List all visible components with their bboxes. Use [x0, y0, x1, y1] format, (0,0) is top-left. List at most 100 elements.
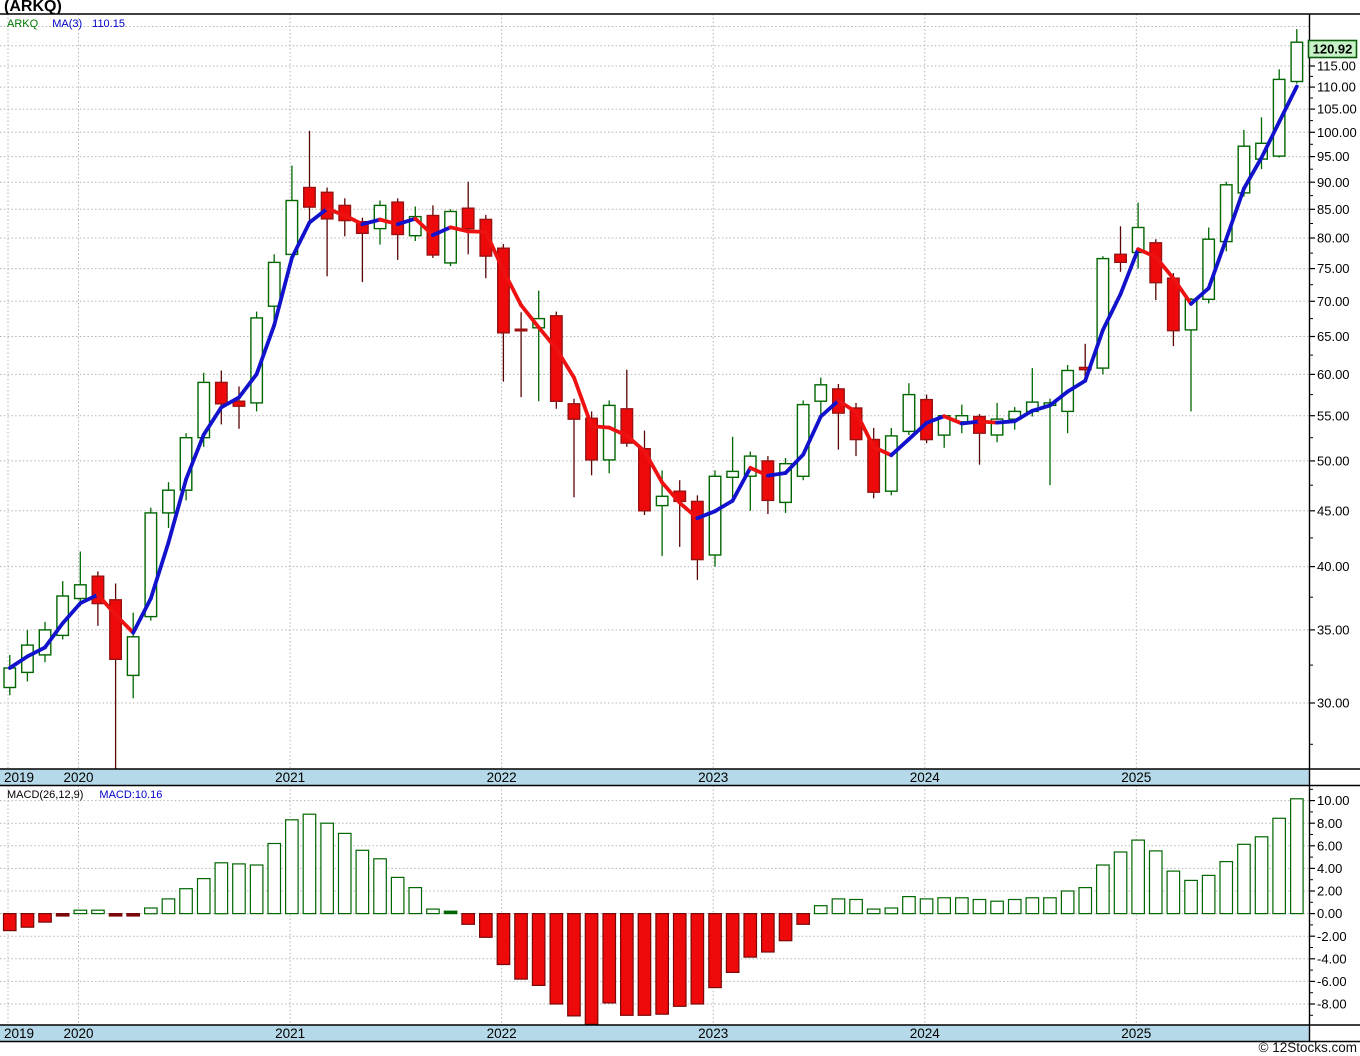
- macd-bar: [690, 912, 705, 1005]
- macd-bar: [337, 832, 352, 915]
- candle: [461, 181, 475, 255]
- macd-bar: [655, 912, 670, 1015]
- macd-bar: [937, 897, 952, 915]
- year-label: 2021: [275, 1026, 305, 1041]
- macd-axis-label: 8.00: [1317, 816, 1342, 831]
- legend-symbol: ARKQ: [7, 18, 39, 30]
- macd-bar: [461, 912, 475, 925]
- macd-bar: [20, 912, 35, 928]
- candle: [708, 470, 722, 567]
- price-axis-label: 30.00: [1317, 696, 1350, 711]
- candle: [91, 571, 105, 626]
- macd-bar: [179, 888, 193, 915]
- year-label: 2024: [910, 770, 941, 785]
- price-axis-label: 90.00: [1317, 175, 1350, 190]
- macd-bar: [760, 912, 775, 953]
- year-label: 2022: [487, 770, 517, 785]
- macd-bar: [602, 912, 617, 1004]
- macd-bar: [320, 822, 334, 915]
- legend-ma-value: 110.15: [92, 18, 125, 30]
- price-axis-label: 50.00: [1317, 454, 1350, 469]
- macd-bar: [1043, 897, 1057, 915]
- macd-bar: [443, 910, 458, 915]
- candle: [320, 187, 334, 277]
- macd-bar: [1219, 860, 1234, 915]
- macd-histogram: [2, 798, 1304, 1025]
- candle: [514, 312, 528, 398]
- macd-bar: [267, 842, 282, 915]
- price-axis-label: 45.00: [1317, 503, 1350, 518]
- macd-bar: [373, 858, 387, 915]
- macd-bar: [496, 912, 511, 966]
- macd-bar: [531, 912, 546, 986]
- macd-bar: [637, 912, 652, 1016]
- macd-bar: [302, 813, 317, 915]
- macd-bar: [1131, 839, 1146, 915]
- macd-bar: [2, 912, 17, 932]
- page-title: (ARKQ): [4, 0, 62, 15]
- svg-text:120.92: 120.92: [1313, 42, 1353, 57]
- price-gridlines: [0, 26, 1309, 704]
- year-label: 2019: [4, 1026, 34, 1041]
- last-price-tag: 120.92: [1307, 39, 1358, 59]
- macd-bar: [567, 912, 581, 1017]
- macd-bar: [1078, 886, 1093, 915]
- candle: [779, 458, 792, 513]
- candle: [867, 427, 881, 499]
- candle: [373, 200, 387, 245]
- macd-bar: [849, 898, 863, 915]
- candle: [549, 311, 563, 409]
- year-gridlines: [7, 14, 1137, 1025]
- macd-axis-label: 2.00: [1317, 884, 1342, 899]
- year-label: 2020: [63, 1026, 93, 1041]
- macd-bar: [390, 876, 405, 915]
- price-axis-label: 70.00: [1317, 294, 1350, 309]
- macd-bar: [972, 898, 987, 915]
- candle: [303, 130, 316, 221]
- candle: [267, 254, 281, 323]
- macd-axis-label: 10.00: [1317, 793, 1350, 808]
- macd-bar: [619, 912, 634, 1016]
- macd-bar: [954, 897, 969, 915]
- macd-bar: [144, 907, 158, 915]
- candle: [214, 370, 228, 425]
- year-label: 2023: [698, 1026, 728, 1041]
- macd-bar: [919, 898, 934, 915]
- macd-bar: [1095, 864, 1110, 915]
- candle: [232, 386, 246, 429]
- macd-bar: [1201, 874, 1216, 915]
- candle: [690, 495, 704, 580]
- macd-bar: [1113, 851, 1128, 915]
- macd-bar: [1289, 798, 1304, 915]
- candle: [602, 400, 616, 474]
- price-axis-label: 80.00: [1317, 231, 1350, 246]
- price-axis-label: 60.00: [1317, 367, 1350, 382]
- macd-bar: [126, 912, 141, 917]
- macd-bar: [426, 908, 440, 915]
- candle: [726, 436, 740, 501]
- price-axis-label: 40.00: [1317, 559, 1350, 574]
- macd-axis-label: -6.00: [1317, 974, 1347, 989]
- macd-bar: [1166, 870, 1181, 915]
- legend-macd-value: MACD:10.16: [99, 789, 163, 801]
- year-label: 2019: [4, 770, 34, 785]
- watermark: © 12Stocks.com: [1258, 1040, 1357, 1055]
- macd-bar: [778, 912, 793, 942]
- macd-bar: [249, 864, 264, 915]
- macd-bar: [831, 898, 846, 915]
- macd-bar: [38, 912, 52, 923]
- candle: [1114, 226, 1128, 272]
- macd-axis-label: 4.00: [1317, 861, 1342, 876]
- macd-bar: [55, 912, 70, 917]
- candle: [567, 398, 581, 498]
- macd-bar: [1060, 890, 1075, 915]
- year-label: 2021: [275, 770, 305, 785]
- macd-axis-label: -4.00: [1317, 951, 1347, 966]
- macd-bar: [1272, 817, 1287, 915]
- macd-axis-label: -8.00: [1317, 997, 1347, 1012]
- macd-bar: [725, 912, 740, 973]
- macd-bar: [1254, 836, 1269, 915]
- macd-bar: [866, 908, 881, 915]
